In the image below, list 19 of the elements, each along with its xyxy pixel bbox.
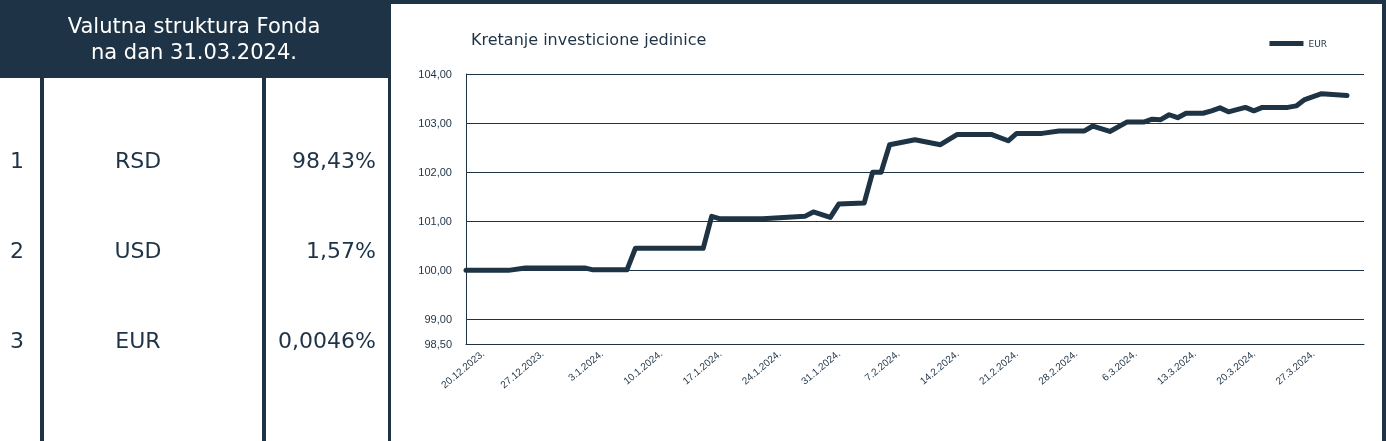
y-tick-label: 104,00: [418, 68, 452, 80]
y-tick-label: 101,00: [418, 215, 452, 228]
category-label: RSD: [113, 148, 163, 173]
y-tick-label: 99,00: [424, 313, 452, 326]
text: 98,43%: [292, 148, 376, 173]
text: 0,0046%: [278, 328, 376, 353]
text: 2: [10, 238, 24, 263]
category-label: EUR: [114, 328, 162, 353]
text: 1,57%: [306, 238, 376, 263]
y-tick-label: 98,50: [424, 338, 452, 350]
y-tick-label: 102,00: [418, 166, 452, 179]
text: 3: [10, 328, 24, 353]
text: 1: [10, 148, 24, 173]
category-label: USD: [113, 238, 163, 263]
text: Valutna struktura Fonda na dan 31.03.2024.: [0, 0, 388, 78]
y-tick-label: 103,00: [418, 117, 452, 130]
chart-title: Kretanje investicione jedinice: [471, 29, 707, 49]
legend-label: EUR: [1308, 38, 1327, 49]
y-tick-label: 100,00: [418, 264, 452, 277]
